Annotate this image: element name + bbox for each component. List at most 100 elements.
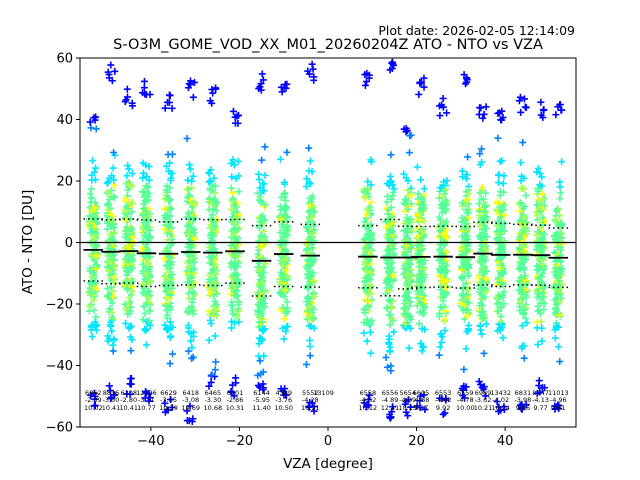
data-point: [106, 230, 114, 238]
bin-mean-label: -4.78: [457, 396, 474, 404]
bin-mean-label: -3.30: [204, 396, 221, 404]
data-point: [122, 305, 130, 313]
data-point: [106, 271, 114, 279]
x-tick-label: 40: [497, 434, 514, 449]
data-point: [85, 307, 93, 315]
data-point: [127, 303, 135, 311]
data-point: [139, 174, 147, 182]
data-point: [90, 296, 98, 304]
data-point: [91, 401, 99, 409]
data-point: [128, 264, 136, 272]
data-point: [145, 189, 153, 197]
data-point: [104, 178, 112, 186]
data-point: [142, 161, 150, 169]
bin-mean-label: -4.02: [492, 396, 509, 404]
data-point: [127, 291, 135, 299]
data-point: [143, 291, 151, 299]
data-point: [128, 169, 136, 177]
bin-std-label: 10.68: [204, 404, 223, 412]
data-point: [87, 207, 95, 215]
bin-mean-label: -4.13: [532, 396, 549, 404]
data-point: [92, 125, 100, 133]
bin-std-label: 10.24: [491, 404, 510, 412]
bin-mean-label: -2.86: [227, 396, 244, 404]
data-point: [107, 393, 115, 401]
data-point: [87, 391, 95, 399]
bin-std-label: 9.87: [414, 404, 428, 412]
data-point: [104, 337, 112, 345]
bin-mean-label: -4.68: [413, 396, 430, 404]
chart-title: S-O3M_GOME_VOD_XX_M01_20260204Z ATO - NT…: [113, 37, 543, 53]
x-tick-label: −20: [226, 434, 253, 449]
data-point: [128, 182, 136, 190]
data-point: [91, 318, 99, 326]
data-point: [139, 316, 147, 324]
data-point: [128, 336, 136, 344]
data-point: [92, 265, 100, 273]
bin-mean-label: -3.08: [182, 396, 199, 404]
data-point: [88, 273, 96, 281]
data-point: [104, 257, 112, 265]
data-point: [109, 341, 117, 349]
bin-mean-label: -4.28: [302, 396, 319, 404]
bin-std-label: 10.77: [137, 404, 156, 412]
bin-mean-label: -4.89: [382, 396, 399, 404]
bin-std-label: 9.61: [551, 404, 565, 412]
data-point: [123, 85, 131, 93]
y-tick-label: 20: [56, 175, 73, 190]
bin-std-label: 9.77: [533, 404, 547, 412]
data-point: [90, 203, 98, 211]
data-point: [86, 288, 94, 296]
data-point: [110, 192, 118, 200]
data-point: [126, 298, 134, 306]
data-point: [104, 267, 112, 275]
x-tick-label: 0: [324, 434, 332, 449]
data-point: [88, 185, 96, 193]
data-point: [86, 190, 94, 198]
data-point: [143, 341, 151, 349]
data-point: [104, 285, 112, 293]
data-point: [110, 176, 118, 184]
data-point: [88, 333, 96, 341]
data-point: [90, 257, 98, 265]
data-point: [90, 168, 98, 176]
bin-mean-label: -4.96: [550, 396, 567, 404]
bin-std-label: 10.39: [159, 404, 178, 412]
bin-std-label: 9.92: [436, 404, 450, 412]
data-point: [92, 252, 100, 260]
data-point: [106, 387, 114, 395]
bin-std-label: 9.86: [516, 404, 530, 412]
bin-std-label: 10.50: [274, 404, 293, 412]
bin-mean-label: -2.80: [120, 396, 137, 404]
data-point: [91, 392, 99, 400]
plot-date: Plot date: 2026-02-05 12:14:09: [378, 23, 575, 38]
data-point: [89, 269, 97, 277]
data-point: [121, 300, 129, 308]
data-point: [89, 157, 97, 165]
bin-std-label: 10.41: [119, 404, 138, 412]
data-point: [111, 67, 119, 75]
bin-mean-label: -3.65: [160, 396, 177, 404]
data-point: [86, 222, 94, 230]
data-point: [107, 61, 115, 69]
data-point: [91, 116, 99, 124]
x-tick-label: −40: [137, 434, 164, 449]
data-point: [122, 216, 130, 224]
bin-mean-label: -3.98: [514, 396, 531, 404]
data-point: [128, 278, 136, 286]
data-point: [106, 305, 114, 313]
data-point: [103, 179, 111, 187]
data-point: [92, 242, 100, 250]
data-point: [124, 162, 132, 170]
bin-std-label: 11.40: [252, 404, 271, 412]
y-axis-label: ATO - NTO [DU]: [20, 190, 36, 295]
bin-std-label: 10.00: [456, 404, 475, 412]
data-point: [105, 196, 113, 204]
y-tick-label: 40: [56, 113, 73, 128]
data-point: [125, 256, 133, 264]
bin-std-label: 10.12: [359, 404, 378, 412]
bin-count-label: 13109: [313, 389, 334, 397]
data-point: [109, 164, 117, 172]
data-point: [105, 74, 113, 82]
data-point: [86, 118, 94, 126]
